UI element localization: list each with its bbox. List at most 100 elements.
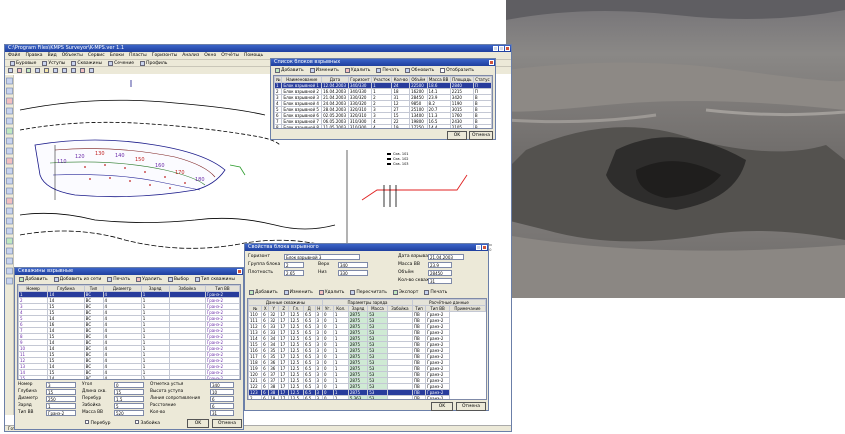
table-cell[interactable]: 2	[248, 395, 263, 399]
form-input[interactable]: 1.5	[114, 396, 144, 402]
table-cell[interactable]: 14.4	[426, 124, 451, 128]
measure-icon[interactable]	[80, 68, 85, 73]
field-block-input[interactable]: Блок взрывной 3	[284, 254, 360, 260]
form-input[interactable]: 31	[210, 410, 234, 416]
blocks-edit-button[interactable]: Изменить	[308, 67, 341, 73]
field-mass-input[interactable]: 23.9	[428, 262, 452, 268]
blocks-col-mass[interactable]: Масса ВВ	[426, 76, 451, 83]
table-cell[interactable]: 15	[18, 375, 49, 379]
close-button[interactable]	[505, 46, 510, 51]
arc-tool-icon[interactable]	[35, 68, 40, 73]
toolbar-profile[interactable]: Профиль	[138, 60, 169, 66]
table-row[interactable]: 113 6 33 17 12.5 6.5 3 0 1 2875 53 ПВ Гранэ-2	[248, 329, 486, 336]
menu-blocks[interactable]: Блоки	[109, 53, 125, 58]
table-cell[interactable]: Блок взрывной 4	[281, 100, 323, 107]
table-cell[interactable]: 17250	[409, 124, 428, 128]
block-properties-minimize[interactable]	[476, 245, 481, 250]
blocks-col-status[interactable]: Статус	[472, 76, 492, 83]
toolbar-wells[interactable]: Скважины	[69, 60, 104, 66]
line-tool-icon[interactable]	[17, 68, 22, 73]
wells-dialog-close[interactable]	[237, 269, 242, 274]
table-cell[interactable]: 02.05.2003	[321, 112, 349, 119]
props-cancel-button[interactable]: Отмена	[456, 402, 486, 411]
field-upper-input[interactable]: 340	[338, 262, 368, 268]
table-cell[interactable]: Блок взрывной 3	[281, 94, 323, 101]
form-input[interactable]: 520	[114, 410, 144, 416]
table-cell[interactable]: 21.04.2003	[321, 94, 349, 101]
text-tool-icon[interactable]	[44, 68, 49, 73]
table-cell[interactable]: 1	[332, 395, 349, 399]
table-cell[interactable]: 16.04.2003	[321, 88, 349, 95]
wells-select-button[interactable]: Выбор	[166, 276, 191, 282]
block-properties-close[interactable]	[482, 245, 487, 250]
table-cell[interactable]: Блок взрывной 5	[281, 106, 323, 113]
table-cell[interactable]: 4	[371, 124, 393, 128]
table-cell[interactable]: 8	[274, 124, 283, 128]
table-cell[interactable]: 12.5	[288, 395, 304, 399]
blocks-print-button[interactable]: Печать	[374, 67, 401, 73]
table-row[interactable]: 123 6 38 17 12.5 6.5 3 0 1 2875 53 ПВ Гранэ-2	[248, 389, 486, 396]
toolbar-benches[interactable]: Уступы	[40, 60, 67, 66]
table-cell[interactable]: 11.05.2003	[321, 124, 349, 128]
form-input[interactable]: 6	[210, 396, 234, 402]
table-cell[interactable]: 3	[314, 395, 323, 399]
map-canvas[interactable]: 110 120 130 140 150 160 170 180	[15, 75, 345, 275]
menu-file[interactable]: Файл	[8, 53, 21, 58]
blocks-col-count[interactable]: Кол-во	[391, 76, 411, 83]
menu-reports[interactable]: Отчёты	[221, 53, 239, 58]
blocks-col-name[interactable]: Наименование	[281, 76, 323, 83]
blocks-col-square[interactable]: Площадь	[449, 76, 474, 83]
table-row[interactable]: 122 6 38 17 12.5 6.5 3 0 1 2875 53 ПВ Гранэ-2	[248, 383, 486, 390]
wells-delete-button[interactable]: Удалить	[134, 276, 164, 282]
table-cell[interactable]: 06.05.2003	[321, 118, 349, 125]
menu-horizons[interactable]: Горизонты	[151, 53, 178, 58]
menu-analysis[interactable]: Анализ	[182, 53, 200, 58]
form-input[interactable]: 10	[210, 389, 234, 395]
table-cell[interactable]: ПВ	[411, 395, 427, 399]
table-row[interactable]: 8 15 ВС 4 1 Гранэ-2	[18, 333, 240, 340]
blocks-cancel-button[interactable]: Отмена	[469, 131, 493, 140]
props-edit-button[interactable]: Изменить	[282, 289, 315, 295]
toolbar-section[interactable]: Сечение	[106, 60, 136, 66]
table-cell[interactable]: 12.04.2003	[321, 82, 349, 89]
pointer-icon[interactable]	[8, 68, 13, 73]
form-input[interactable]: 5	[114, 403, 144, 409]
table-cell[interactable]: Блок взрывной 6	[281, 112, 323, 119]
table-cell[interactable]: 28.04.2003	[321, 106, 349, 113]
props-add-button[interactable]: Добавить	[247, 289, 280, 295]
table-cell[interactable]: Блок взрывной 2	[281, 88, 323, 95]
blocks-ok-button[interactable]: OK	[447, 131, 467, 140]
table-cell[interactable]: 19	[391, 124, 411, 128]
props-print-button[interactable]: Печать	[422, 289, 449, 295]
table-cell[interactable]	[386, 395, 413, 399]
field-wells-input[interactable]: 31	[428, 278, 452, 284]
table-row[interactable]: 121 6 37 17 12.5 6.5 3 0 1 2875 53 ПВ Гранэ-2	[248, 377, 486, 384]
table-row[interactable]: 2 6 18 17 12.5 6.5 3 0 1 5.363 53 ПВ Гранэ-2	[248, 395, 486, 399]
blocks-col-horizon[interactable]: Горизонт	[347, 76, 373, 83]
form-input[interactable]: 15	[46, 389, 76, 395]
blocks-show-checkbox[interactable]: Отобразить	[438, 67, 476, 73]
blocks-table[interactable]: № Наименование Дата Горизонт Участок Кол…	[273, 75, 493, 129]
table-row[interactable]: 2 14 ВС 4 1 Гранэ-2	[18, 297, 240, 304]
table-cell[interactable]: 18	[268, 395, 280, 399]
table-cell[interactable]: Блок взрывной 1	[281, 82, 323, 89]
field-category-input[interactable]: 21.04.2003	[428, 254, 464, 260]
table-row[interactable]: 1 Блок взрывной 1 12.04.2003 340/330 1 24 2250…	[274, 82, 492, 89]
menu-view[interactable]: Вид	[47, 53, 57, 58]
table-cell[interactable]: Блок взрывной 7	[281, 118, 323, 125]
menu-edit[interactable]: Правка	[25, 53, 43, 58]
table-cell[interactable]: Блок взрывной 8	[281, 124, 323, 128]
wells-col-note[interactable]: Примечание	[448, 305, 486, 312]
checkbox-overdrill[interactable]: Перебур	[85, 420, 111, 426]
form-input[interactable]: 0	[114, 382, 144, 388]
form-input[interactable]: 1	[46, 403, 76, 409]
table-cell[interactable]: 5.363	[347, 395, 369, 399]
props-export-button[interactable]: Экспорт	[391, 289, 421, 295]
form-input[interactable]: 6	[210, 403, 234, 409]
table-cell[interactable]: 310/300	[347, 124, 373, 128]
wells-ok-button[interactable]: OK	[187, 419, 209, 428]
zoom-in-icon[interactable]	[53, 68, 58, 73]
layer-icon[interactable]	[89, 68, 94, 73]
minimize-button[interactable]	[493, 46, 498, 51]
menu-window[interactable]: Окно	[204, 53, 217, 58]
